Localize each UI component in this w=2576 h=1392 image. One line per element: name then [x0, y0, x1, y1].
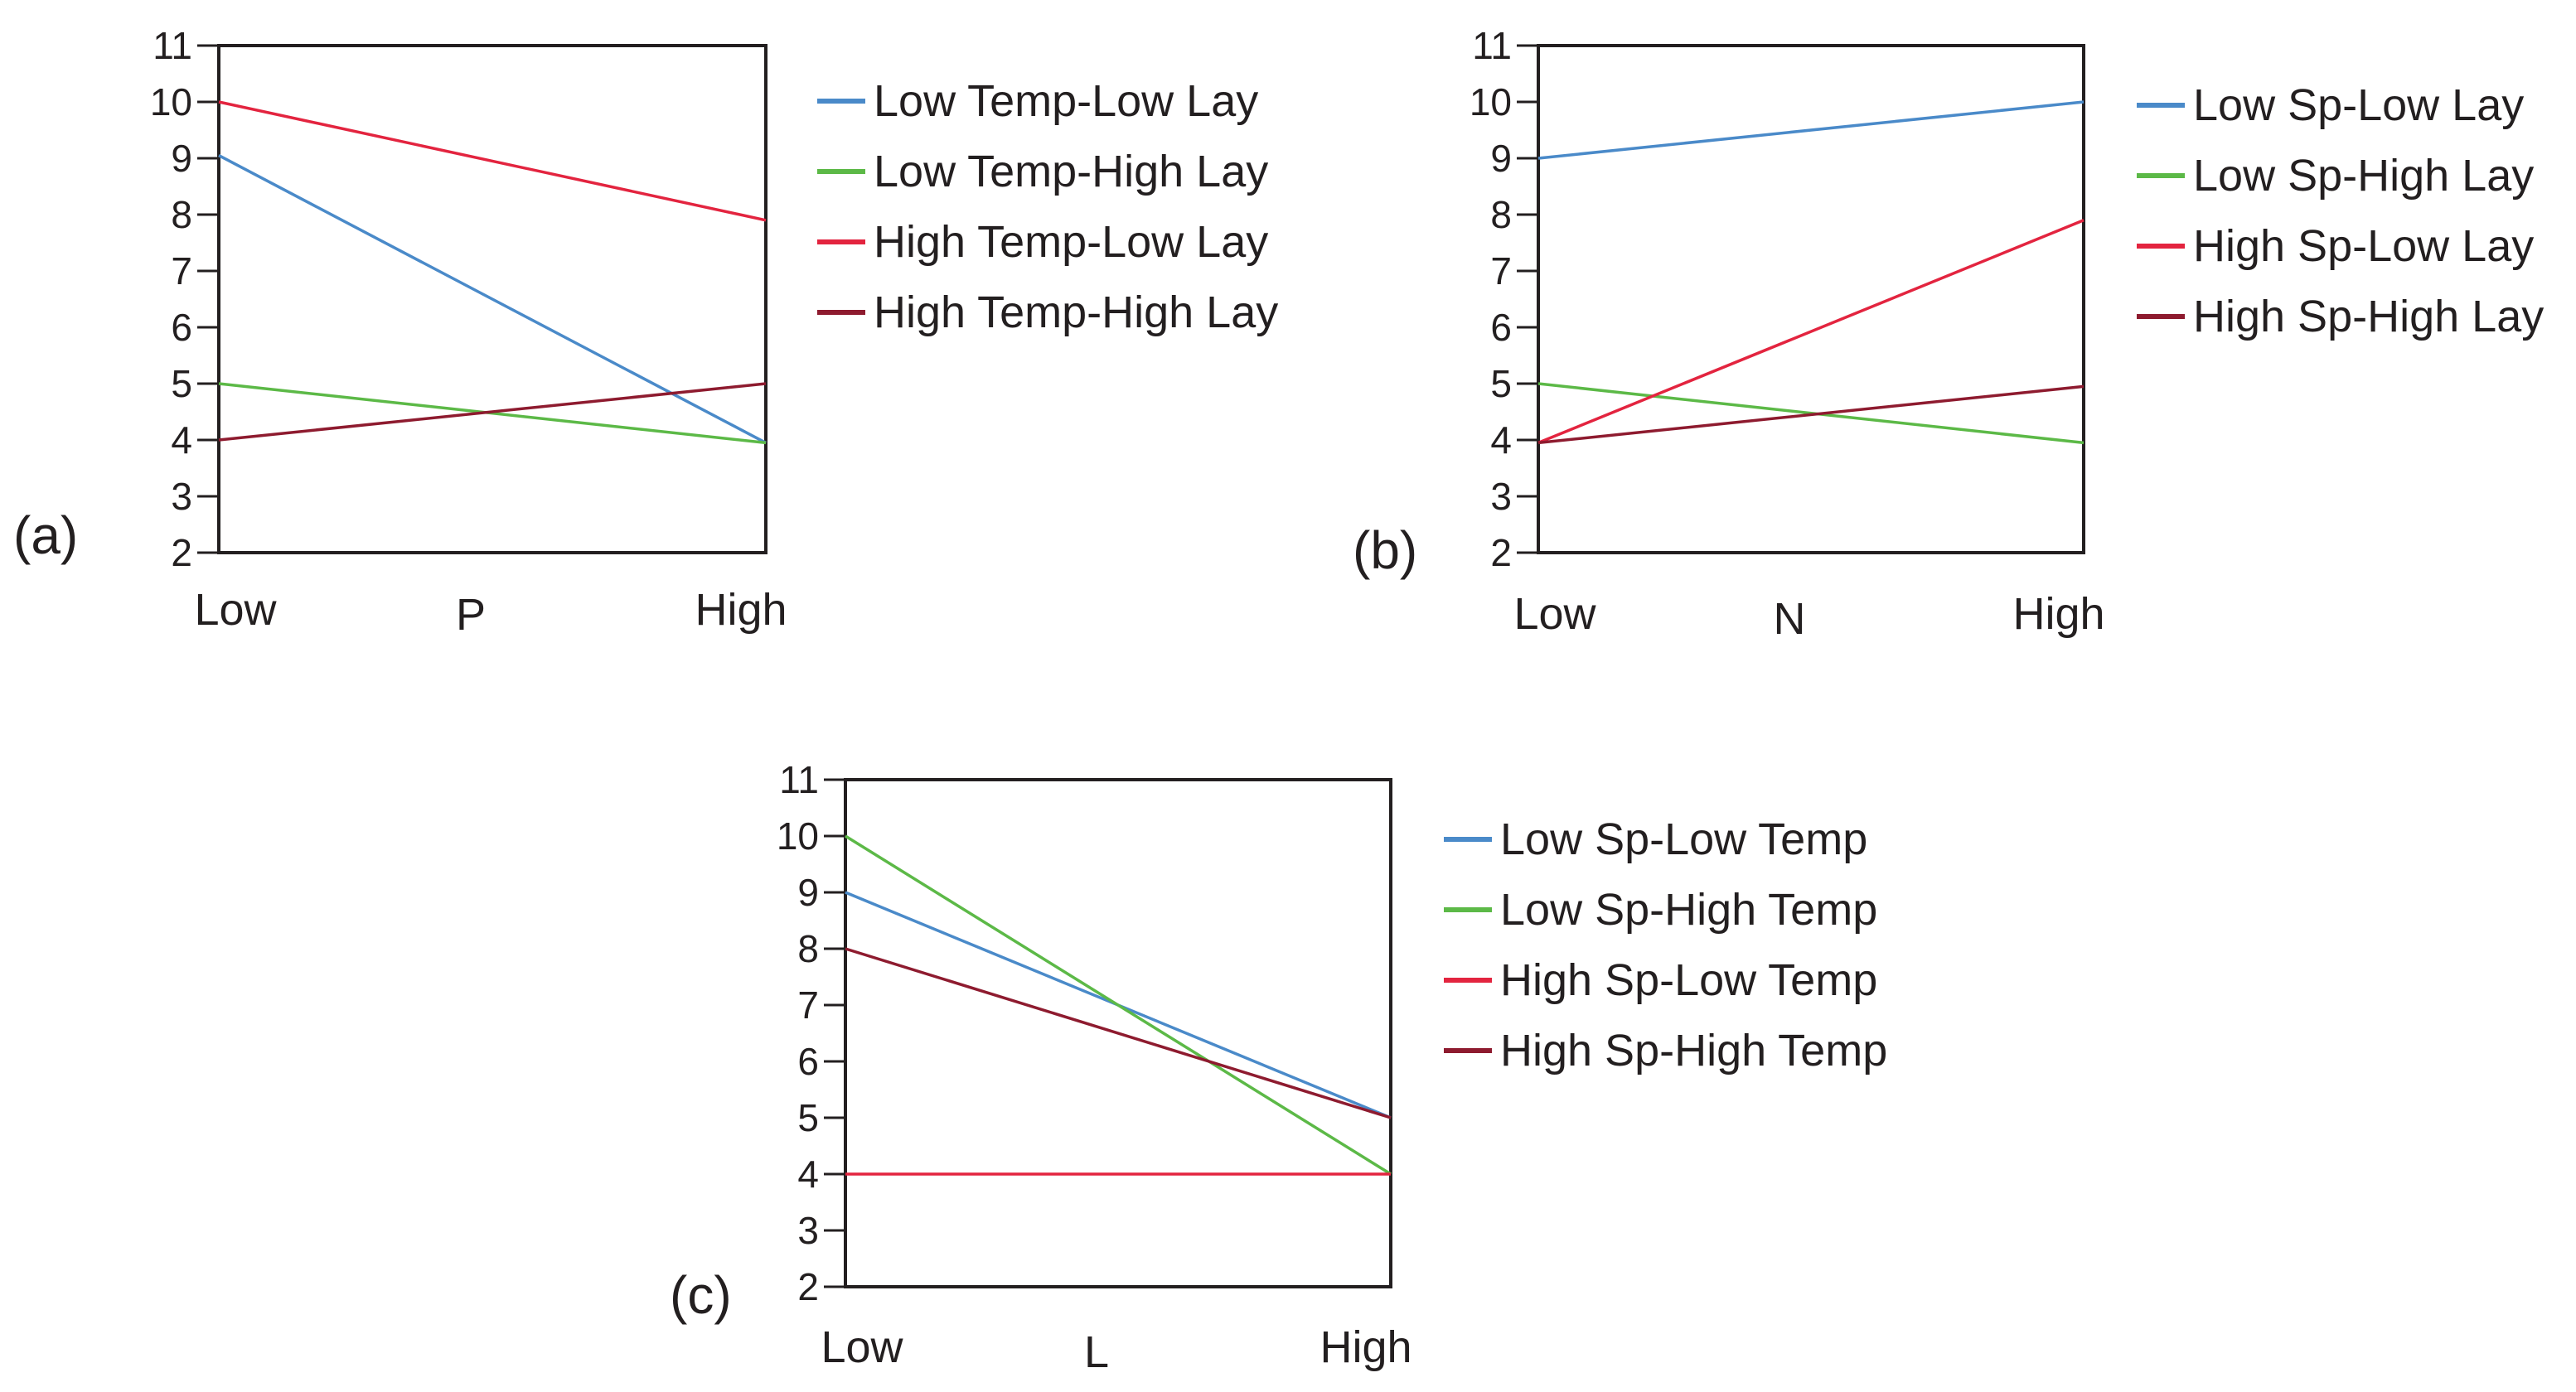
panel-label: (c): [670, 1265, 732, 1325]
y-tick-label: 2: [1490, 531, 1512, 574]
y-tick-label: 11: [779, 758, 819, 801]
y-tick-label: 4: [797, 1153, 819, 1196]
y-tick-label: 4: [171, 418, 192, 462]
x-category-label: Low: [821, 1322, 903, 1372]
y-tick-label: 8: [1490, 193, 1512, 236]
chart-panel-0: 2 3 4 5 6 7 8 9 10 11 Low High P (a) Low Temp-Low Lay L…: [13, 24, 1278, 640]
legend-label: Low Sp-Low Temp: [1500, 814, 1867, 864]
y-tick-label: 10: [1470, 80, 1512, 123]
y-tick-label: 8: [797, 927, 819, 970]
legend-label: Low Sp-High Temp: [1500, 885, 1877, 935]
y-tick-label: 7: [171, 249, 192, 292]
panel-label: (b): [1353, 520, 1417, 580]
series-line-3: [1537, 384, 2085, 445]
legend-label: High Temp-High Lay: [874, 288, 1278, 337]
panel-label: (a): [13, 505, 78, 565]
y-tick-label: 6: [171, 306, 192, 349]
y-tick-label: 5: [797, 1096, 819, 1139]
legend-label: High Sp-High Lay: [2193, 292, 2544, 341]
legend-label: Low Sp-High Lay: [2193, 151, 2534, 201]
y-tick-label: 7: [797, 984, 819, 1027]
legend-label: High Temp-Low Lay: [874, 217, 1268, 267]
x-category-label: Low: [1513, 589, 1596, 639]
y-tick-label: 6: [797, 1040, 819, 1083]
y-tick-label: 5: [1490, 362, 1512, 405]
series-line-0: [218, 154, 767, 444]
plot-frame: [217, 44, 767, 554]
legend-label: Low Temp-High Lay: [874, 147, 1268, 196]
y-tick-label: 6: [1490, 306, 1512, 349]
chart-panel-2: 2 3 4 5 6 7 8 9 10 11 Low High L (c) Low Sp-Low Temp Lo…: [670, 758, 1887, 1377]
x-category-label: High: [695, 585, 787, 635]
y-tick-label: 10: [777, 814, 819, 858]
y-tick-label: 11: [1472, 24, 1512, 67]
chart-panel-1: 2 3 4 5 6 7 8 9 10 11 Low High N (b) Low Sp-Low Lay Low…: [1353, 24, 2544, 644]
y-tick-label: 9: [1490, 137, 1512, 180]
y-tick-label: 4: [1490, 418, 1512, 462]
legend-label: High Sp-Low Temp: [1500, 955, 1877, 1005]
y-tick-label: 5: [171, 362, 192, 405]
legend-label: High Sp-High Temp: [1500, 1026, 1887, 1075]
legend-label: High Sp-Low Lay: [2193, 221, 2534, 271]
series-line-1: [845, 834, 1392, 1176]
x-category-label: High: [1319, 1322, 1411, 1372]
plot-frame: [1537, 44, 2085, 554]
x-category-label: High: [2012, 589, 2104, 639]
x-category-label: Low: [194, 585, 277, 635]
legend-label: Low Sp-Low Lay: [2193, 80, 2524, 130]
y-tick-label: 3: [797, 1209, 819, 1252]
y-tick-label: 8: [171, 193, 192, 236]
y-tick-label: 2: [797, 1265, 819, 1308]
x-axis-label: N: [1774, 594, 1806, 644]
series-line-2: [218, 100, 767, 222]
series-line-3: [218, 382, 767, 442]
plot-frame: [844, 778, 1392, 1288]
x-axis-label: L: [1084, 1327, 1109, 1377]
series-line-2: [1537, 219, 2085, 445]
y-tick-label: 3: [1490, 475, 1512, 518]
legend-label: Low Temp-Low Lay: [874, 76, 1258, 126]
x-axis-label: P: [456, 590, 486, 640]
y-tick-label: 3: [171, 475, 192, 518]
y-tick-label: 2: [171, 531, 192, 574]
y-tick-label: 10: [150, 80, 192, 123]
y-tick-label: 11: [153, 24, 192, 67]
series-line-0: [1537, 100, 2085, 160]
y-tick-label: 9: [797, 871, 819, 914]
y-tick-label: 9: [171, 137, 192, 180]
y-tick-label: 7: [1490, 249, 1512, 292]
series-line-3: [845, 947, 1392, 1119]
